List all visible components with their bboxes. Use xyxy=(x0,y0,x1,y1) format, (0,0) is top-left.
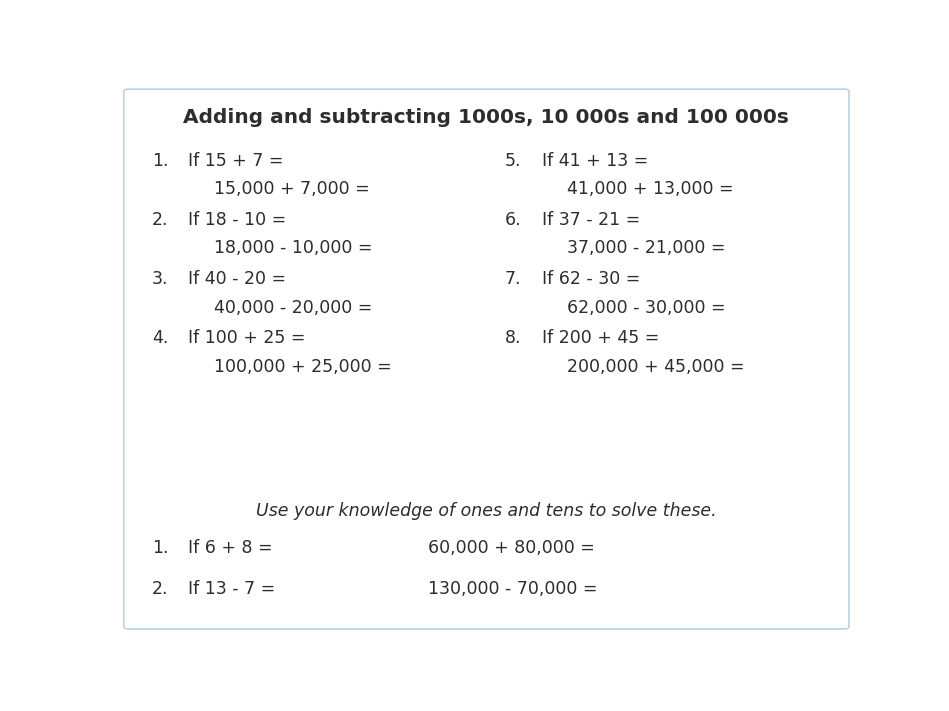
Text: If 200 + 45 =: If 200 + 45 = xyxy=(542,329,659,347)
FancyBboxPatch shape xyxy=(123,89,849,629)
Text: 37,000 - 21,000 =: 37,000 - 21,000 = xyxy=(568,240,726,257)
Text: 100,000 + 25,000 =: 100,000 + 25,000 = xyxy=(214,358,392,375)
Text: 8.: 8. xyxy=(505,329,521,347)
Text: If 6 + 8 =: If 6 + 8 = xyxy=(189,539,273,557)
Text: 5.: 5. xyxy=(505,152,521,170)
Text: 62,000 - 30,000 =: 62,000 - 30,000 = xyxy=(568,299,726,316)
Text: 7.: 7. xyxy=(505,270,521,288)
Text: If 62 - 30 =: If 62 - 30 = xyxy=(542,270,640,288)
Text: If 100 + 25 =: If 100 + 25 = xyxy=(189,329,306,347)
Text: If 13 - 7 =: If 13 - 7 = xyxy=(189,580,276,598)
Text: 18,000 - 10,000 =: 18,000 - 10,000 = xyxy=(214,240,373,257)
Text: If 18 - 10 =: If 18 - 10 = xyxy=(189,211,287,229)
Text: 1.: 1. xyxy=(152,539,168,557)
Text: 60,000 + 80,000 =: 60,000 + 80,000 = xyxy=(427,539,594,557)
Text: 6.: 6. xyxy=(505,211,521,229)
Text: If 41 + 13 =: If 41 + 13 = xyxy=(542,152,648,170)
Text: 2.: 2. xyxy=(152,580,168,598)
Text: If 15 + 7 =: If 15 + 7 = xyxy=(189,152,284,170)
Text: If 40 - 20 =: If 40 - 20 = xyxy=(189,270,287,288)
Text: Adding and subtracting 1000s, 10 000s and 100 000s: Adding and subtracting 1000s, 10 000s an… xyxy=(183,107,790,127)
Text: 1.: 1. xyxy=(152,152,168,170)
Text: 15,000 + 7,000 =: 15,000 + 7,000 = xyxy=(214,181,370,198)
Text: 41,000 + 13,000 =: 41,000 + 13,000 = xyxy=(568,181,734,198)
Text: 40,000 - 20,000 =: 40,000 - 20,000 = xyxy=(214,299,373,316)
Text: If 37 - 21 =: If 37 - 21 = xyxy=(542,211,640,229)
Text: 2.: 2. xyxy=(152,211,168,229)
Text: 200,000 + 45,000 =: 200,000 + 45,000 = xyxy=(568,358,745,375)
Text: Use your knowledge of ones and tens to solve these.: Use your knowledge of ones and tens to s… xyxy=(256,502,716,520)
Text: 130,000 - 70,000 =: 130,000 - 70,000 = xyxy=(427,580,597,598)
Text: 3.: 3. xyxy=(152,270,168,288)
Text: 4.: 4. xyxy=(152,329,168,347)
